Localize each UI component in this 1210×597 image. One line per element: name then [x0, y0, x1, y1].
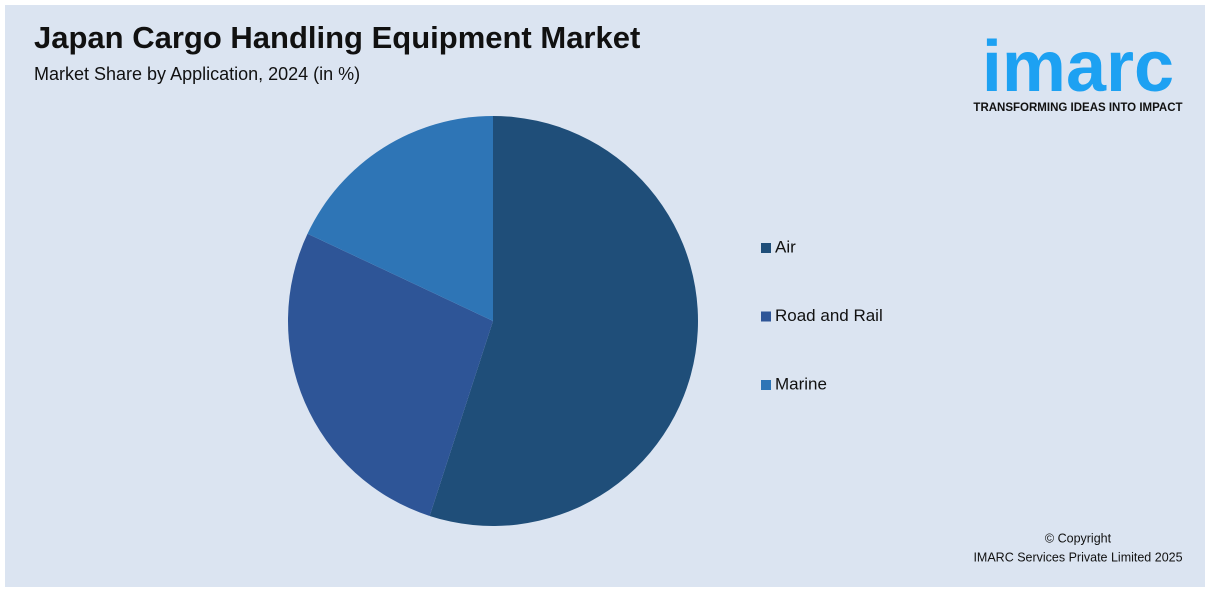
- chart-title: Japan Cargo Handling Equipment Market: [34, 20, 640, 55]
- logo-tagline: TRANSFORMING IDEAS INTO IMPACT: [973, 102, 1182, 114]
- pie-slice: [288, 233, 493, 516]
- legend-swatch: [761, 311, 771, 322]
- legend-label: Air: [775, 237, 796, 256]
- pie-slice: [429, 116, 698, 526]
- pie-slice: [307, 115, 493, 322]
- logo-name: imarc: [982, 27, 1174, 107]
- company: IMARC Services Private Limited 2025: [973, 550, 1182, 564]
- legend-swatch: [761, 243, 771, 253]
- legend-label: Road and Rail: [775, 306, 883, 325]
- legend-label: Marine: [775, 374, 827, 393]
- chart-subtitle: Market Share by Application, 2024 (in %): [34, 64, 360, 84]
- legend-swatch: [761, 380, 771, 390]
- copyright: © Copyright: [1045, 531, 1112, 545]
